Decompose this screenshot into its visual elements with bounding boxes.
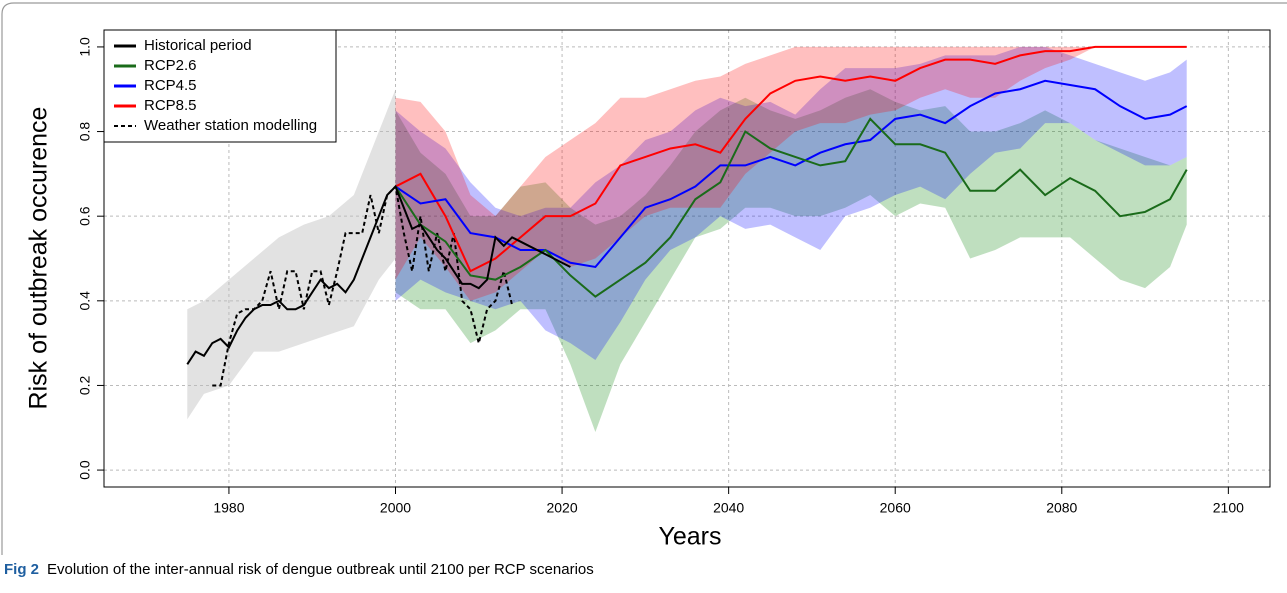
x-tick-label: 1980 bbox=[213, 500, 244, 516]
y-tick-label: 0.6 bbox=[77, 206, 93, 226]
y-tick-label: 0.0 bbox=[77, 460, 93, 480]
y-axis-label: Risk of outbreak occurence bbox=[25, 107, 53, 410]
legend-label: Weather station modelling bbox=[144, 117, 317, 134]
y-tick-label: 0.2 bbox=[77, 376, 93, 396]
y-tick-label: 0.8 bbox=[77, 122, 93, 142]
series-line bbox=[394, 117, 1188, 298]
x-tick-label: 2080 bbox=[1046, 500, 1077, 516]
series-line bbox=[186, 184, 571, 365]
legend-box bbox=[103, 29, 337, 143]
x-tick-label: 2020 bbox=[546, 500, 577, 516]
uncertainty-band bbox=[187, 89, 396, 420]
lines bbox=[186, 45, 1188, 387]
uncertainty-band bbox=[395, 46, 1187, 361]
x-tick-label: 2000 bbox=[380, 500, 411, 516]
legend: Historical period RCP2.6 RCP4.5 RCP8.5 Weath… bbox=[103, 29, 337, 143]
uncertainty-band bbox=[395, 46, 1187, 301]
legend-label: RCP2.6 bbox=[144, 57, 197, 74]
y-tick-label: 1.0 bbox=[77, 37, 93, 57]
uncertainty-band bbox=[395, 89, 1187, 432]
legend-label: Historical period bbox=[144, 37, 252, 54]
caption-label: Fig 2 bbox=[4, 561, 39, 578]
legend-label: RCP8.5 bbox=[144, 97, 197, 114]
y-tick-label: 0.4 bbox=[77, 291, 93, 311]
x-tick-label: 2100 bbox=[1213, 500, 1244, 516]
axes: 1980 2000 2020 2040 2060 2080 2100 0.0 0.2 0.4 0.6… bbox=[77, 37, 1244, 516]
series-line bbox=[212, 184, 514, 387]
series-line bbox=[395, 45, 1187, 273]
x-axis-label: Years bbox=[658, 523, 721, 551]
series-line bbox=[394, 79, 1188, 269]
bands bbox=[187, 46, 1187, 432]
legend-label: RCP4.5 bbox=[144, 77, 197, 94]
figure-border bbox=[1, 2, 1287, 555]
caption-text: Evolution of the inter-annual risk of de… bbox=[47, 561, 594, 578]
plot-frame bbox=[103, 29, 1271, 488]
x-tick-label: 2060 bbox=[880, 500, 911, 516]
caption: Fig 2 Evolution of the inter-annual risk … bbox=[4, 561, 594, 578]
x-tick-label: 2040 bbox=[713, 500, 744, 516]
